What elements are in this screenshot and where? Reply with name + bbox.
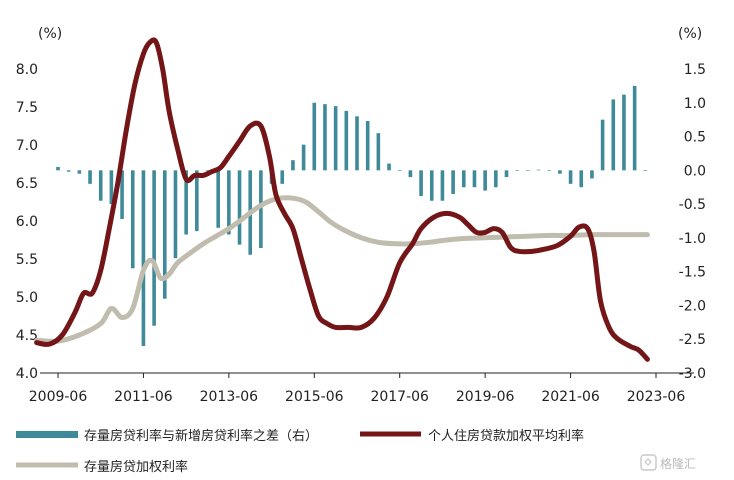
diff-bar [301,144,306,171]
diff-bar [216,170,220,228]
diff-bar [632,85,637,171]
x-tick-label: 2009-06 [29,389,88,405]
diff-bar [483,170,487,191]
diff-bar [66,170,71,172]
diff-bar [472,170,477,188]
left-tick-label: 6.5 [16,176,38,192]
diff-bar [205,170,210,171]
diff-bar [355,116,359,171]
diff-bar [98,170,103,201]
diff-bar [312,102,317,171]
diff-bar [461,170,466,188]
diff-bar [504,170,509,178]
diff-bar [130,170,135,269]
right-tick-label: -2.0 [679,298,706,314]
x-tick-label: 2013-06 [200,389,259,405]
x-tick-label: 2015-06 [285,389,344,405]
diff-bar [376,133,381,171]
right-tick-label: -0.5 [679,197,706,213]
diff-bar [429,170,434,201]
diff-bar [590,170,594,179]
x-tick-label: 2023-06 [627,389,686,405]
diff-bar [558,170,562,174]
legend: 存量房贷利率与新增房贷利率之差（右） 个人住房贷款加权平均利率 存量房贷加权利率 [16,428,584,475]
left-tick-label: 8.0 [16,62,38,78]
diff-bar [162,170,167,299]
left-tick-label: 5.0 [16,290,38,306]
diff-bars [56,85,648,346]
diff-bar [579,170,584,188]
diff-bar [323,104,327,171]
legend-label-personal: 个人住房贷款加权平均利率 [428,428,584,444]
x-axis: 2009-06 2011-06 2013-06 2015-06 2017-06 2019-… [29,372,694,405]
x-tick-label: 2011-06 [114,389,173,405]
legend-label-diff: 存量房贷利率与新增房贷利率之差（右） [84,428,318,444]
diff-bar [600,119,605,171]
diff-bar [344,110,349,171]
watermark-logo: 格隆汇 [640,454,696,471]
watermark-icon [640,454,657,471]
right-tick-label: -1.5 [679,265,706,281]
diff-bar [88,170,92,184]
left-tick-label: 7.0 [16,138,38,154]
left-tick-label: 4.0 [16,366,38,382]
left-tick-label: 4.5 [16,328,38,344]
x-tick-label: 2017-06 [370,389,429,405]
diff-bar [333,106,338,171]
diff-bar [440,170,445,201]
diff-bar [237,170,242,245]
stock-loan-rate-line [34,195,650,344]
diff-bar [365,121,370,171]
diff-bar [643,170,648,171]
diff-bar [397,170,402,171]
diff-bar [536,169,541,171]
left-axis-ticks: 4.0 4.5 5.0 5.5 6.0 6.5 7.0 7.5 8.0 [16,62,38,382]
diff-bar [515,170,519,171]
x-tick-label: 2019-06 [456,389,515,405]
diff-bar [387,163,391,171]
diff-bar [568,170,573,184]
left-axis-unit: (%) [38,26,62,42]
diff-bar [195,170,199,232]
diff-bar [56,166,60,171]
legend-swatch-diff [16,431,78,438]
personal-loan-rate-line [34,37,650,362]
x-tick-label: 2021-06 [541,389,600,405]
right-tick-label: -1.0 [679,231,706,247]
legend-label-stock: 存量房贷加权利率 [84,459,188,475]
right-tick-label: 0.0 [684,163,706,179]
left-tick-label: 5.5 [16,252,38,268]
diff-bar [451,170,455,194]
diff-bar [173,170,178,259]
diff-bar [152,170,156,326]
left-tick-label: 7.5 [16,100,38,116]
diff-bar [141,170,146,346]
diff-bar [184,170,188,235]
diff-bar [291,160,295,171]
right-tick-label: 1.5 [684,62,706,78]
left-tick-label: 6.0 [16,214,38,230]
rate-lines [34,37,650,362]
diff-bar [611,99,616,171]
watermark-text: 格隆汇 [660,456,696,471]
diff-bar [419,170,423,197]
diff-bar [120,170,124,219]
right-axis-ticks: 1.5 1.0 0.5 0.0 -0.5 -1.0 -1.5 -2.0 -2.5 -3.0 [679,62,706,382]
right-tick-label: 1.0 [684,96,706,112]
right-tick-label: -3.0 [679,366,706,382]
right-tick-label: 0.5 [684,130,706,146]
diff-bar [109,170,114,205]
diff-bar [77,170,82,174]
diff-bar [408,170,413,178]
right-tick-label: -2.5 [679,332,706,348]
right-axis-unit: (%) [678,26,702,42]
diff-bar [526,170,530,171]
diff-bar [494,170,498,188]
diff-bar [280,170,285,184]
diff-bar [227,170,231,235]
diff-bar [259,170,263,249]
diff-bar [622,94,626,171]
diff-bar [547,170,552,171]
